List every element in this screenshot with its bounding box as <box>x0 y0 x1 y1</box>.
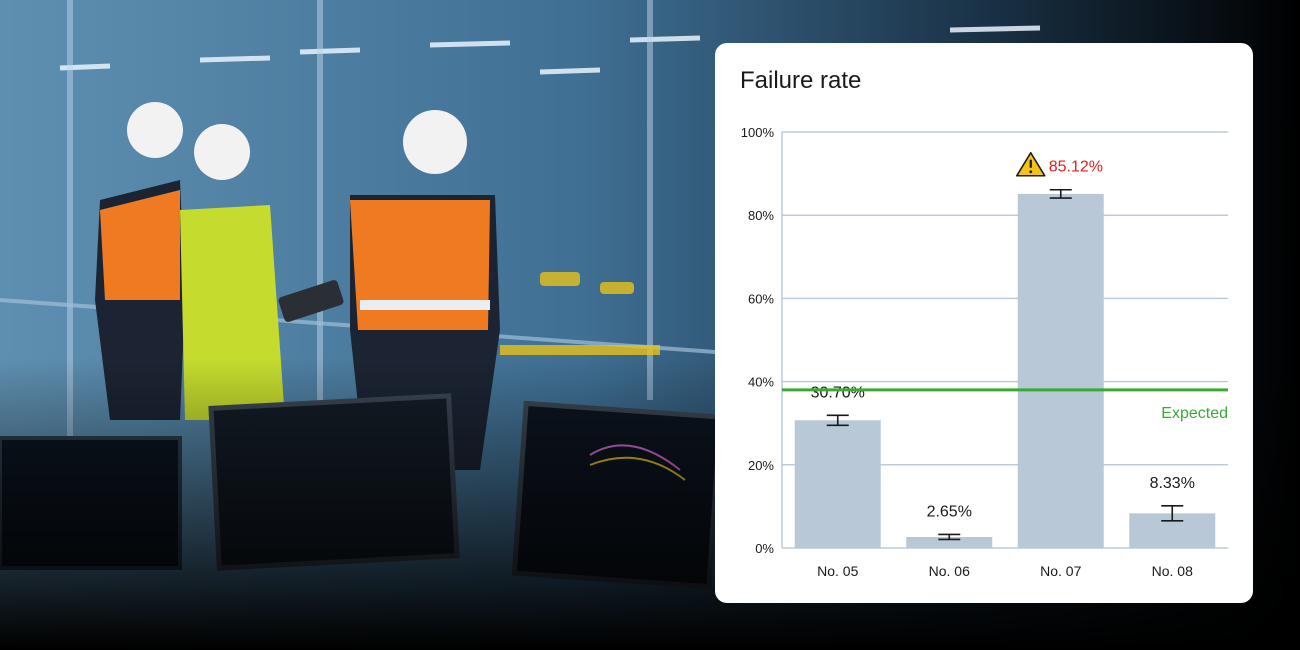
y-tick-label: 0% <box>755 541 774 556</box>
chart-title: Failure rate <box>740 67 862 94</box>
category-label: No. 08 <box>1152 563 1193 579</box>
warning-icon <box>1015 151 1046 177</box>
value-label: 85.12% <box>1049 159 1103 176</box>
category-label: No. 06 <box>929 563 970 579</box>
bar <box>906 536 993 548</box>
expected-label: Expected <box>1161 405 1228 422</box>
failure-rate-chart: 0% 20% 40% 60% 80% 100% No. 05 30.70% No. 06 2.65… <box>741 125 1228 579</box>
y-tick-label: 60% <box>748 291 774 306</box>
error-bar <box>826 414 849 427</box>
value-label: 30.70% <box>811 384 865 401</box>
y-tick-label: 100% <box>741 125 775 140</box>
bar <box>1017 193 1104 548</box>
error-bar <box>1161 505 1184 522</box>
y-tick-label: 40% <box>748 375 774 390</box>
category-label: No. 05 <box>817 563 858 579</box>
y-tick-label: 20% <box>748 458 774 473</box>
error-bar <box>1049 188 1072 199</box>
value-label: 8.33% <box>1150 475 1195 492</box>
y-tick-label: 80% <box>748 208 774 223</box>
category-label: No. 07 <box>1040 563 1081 579</box>
value-label: 2.65% <box>927 503 972 520</box>
failure-rate-card: Failure rate 0% 20% 40% 60% 80% 100% No. 05 30.… <box>715 43 1253 603</box>
error-bar <box>938 533 961 541</box>
bar <box>794 420 881 548</box>
